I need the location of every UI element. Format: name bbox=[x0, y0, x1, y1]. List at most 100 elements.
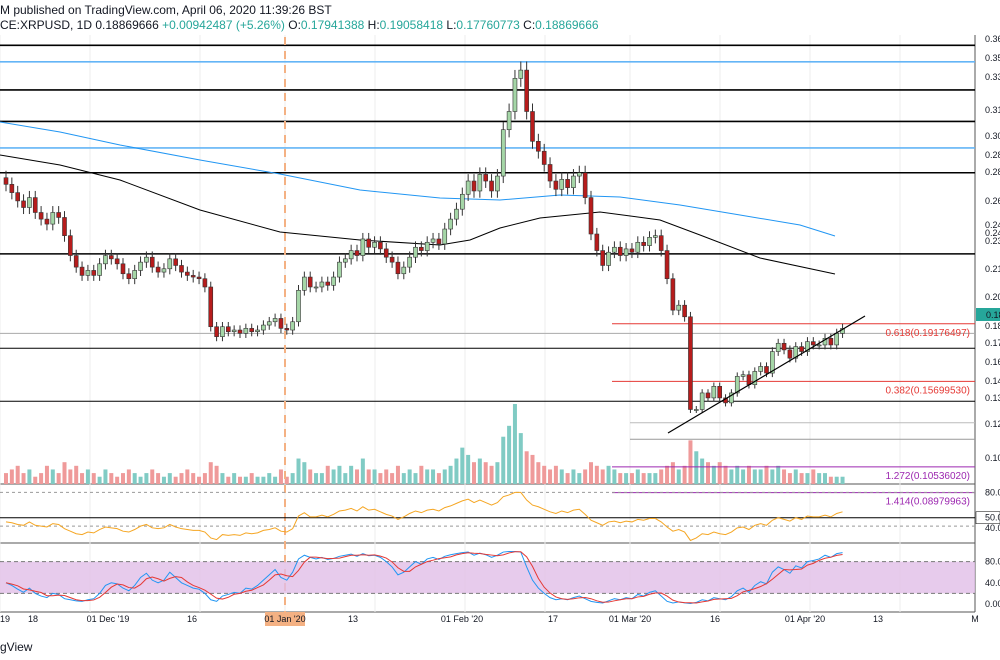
price-tick-label: 0.33 bbox=[985, 72, 1000, 82]
volume-bar bbox=[15, 465, 20, 484]
volume-bar bbox=[319, 473, 324, 484]
candle-body bbox=[606, 251, 611, 266]
volume-bar bbox=[220, 473, 225, 484]
candle-body bbox=[729, 392, 734, 404]
candle-body bbox=[524, 69, 529, 112]
candle-body bbox=[594, 233, 600, 251]
volume-bar bbox=[489, 465, 494, 484]
candle-body bbox=[740, 374, 746, 377]
candle-body bbox=[506, 111, 512, 131]
candle-body bbox=[688, 316, 693, 410]
high-value: 0.19058418 bbox=[379, 18, 444, 32]
volume-bar bbox=[56, 473, 61, 484]
volume-bar bbox=[44, 465, 49, 484]
volume-bar bbox=[390, 473, 395, 484]
volume-bar bbox=[770, 469, 775, 484]
volume-bar bbox=[442, 469, 447, 484]
volume-bar bbox=[676, 469, 681, 484]
volume-bar bbox=[226, 476, 231, 484]
volume-bar bbox=[296, 458, 301, 484]
volume-bar bbox=[202, 473, 207, 484]
volume-bar bbox=[571, 469, 576, 484]
candle-body bbox=[617, 246, 623, 256]
candle-body bbox=[120, 263, 126, 275]
volume-bar bbox=[688, 440, 693, 484]
volume-bar bbox=[583, 469, 588, 484]
fib-level-label: 0.382(0.15699530) bbox=[885, 385, 970, 396]
candle-body bbox=[448, 218, 453, 230]
volume-bar bbox=[466, 454, 471, 484]
volume-bar bbox=[823, 473, 827, 484]
price-tick-label: 0.14 bbox=[985, 376, 1000, 386]
rsi-line bbox=[5, 491, 843, 542]
candle-body bbox=[73, 255, 79, 268]
volume-bar bbox=[518, 433, 523, 484]
candle-body bbox=[413, 246, 418, 258]
price-tick-label: 0.18 bbox=[985, 321, 1000, 331]
volume-bar bbox=[735, 465, 740, 484]
candle-body bbox=[302, 276, 307, 291]
price-tick-label: 0.30 bbox=[985, 131, 1000, 141]
candle-body bbox=[799, 346, 804, 352]
volume-bar bbox=[600, 469, 605, 484]
volume-bar bbox=[793, 469, 798, 484]
candle-body bbox=[699, 392, 705, 410]
volume-bar bbox=[717, 462, 722, 484]
x-tick-label: 01 Mar '20 bbox=[609, 614, 651, 624]
candle-body bbox=[600, 250, 606, 266]
candle-body bbox=[424, 241, 430, 251]
candle-body bbox=[483, 174, 489, 182]
candle-body bbox=[378, 241, 383, 250]
stoch-k-line bbox=[5, 551, 843, 604]
candle-body bbox=[337, 261, 342, 278]
volume-bar bbox=[565, 473, 570, 484]
volume-bar bbox=[501, 436, 506, 484]
stoch-tick-label: 80.00 bbox=[985, 557, 1000, 567]
candle-body bbox=[331, 276, 336, 286]
candle-body bbox=[682, 304, 687, 318]
x-tick-label: 13 bbox=[348, 614, 358, 624]
volume-bar bbox=[21, 473, 26, 484]
price-tick-label: 0.36 bbox=[985, 34, 1000, 44]
candle-body bbox=[231, 329, 237, 332]
x-tick-label: M bbox=[971, 614, 979, 624]
volume-bar bbox=[27, 469, 32, 484]
candle-body bbox=[372, 241, 377, 248]
volume-bar bbox=[97, 476, 102, 484]
candle-body bbox=[220, 326, 225, 337]
candle-body bbox=[582, 172, 588, 198]
volume-bar bbox=[647, 473, 652, 484]
x-tick-label: 01 Apr '20 bbox=[785, 614, 825, 624]
volume-bar bbox=[606, 465, 611, 484]
candle-body bbox=[179, 265, 184, 273]
volume-bar bbox=[524, 451, 529, 484]
price-tick-label: 0.12 bbox=[985, 419, 1000, 429]
volume-bar bbox=[349, 465, 354, 484]
volume-bar bbox=[536, 462, 541, 484]
volume-bar bbox=[121, 473, 125, 484]
candle-body bbox=[653, 235, 658, 238]
ma-200-line bbox=[0, 121, 836, 237]
candle-body bbox=[307, 276, 313, 288]
candle-body bbox=[541, 150, 547, 165]
candle-body bbox=[436, 238, 442, 245]
price-tick-label: 0.20 bbox=[985, 292, 1000, 302]
price-tick-label: 0.35 bbox=[985, 53, 1000, 63]
fib-level-label: 1.414(0.08979963) bbox=[885, 497, 970, 508]
candle-body bbox=[793, 346, 799, 359]
candle-body bbox=[313, 286, 319, 289]
volume-bar bbox=[811, 469, 816, 484]
volume-bar bbox=[589, 462, 593, 484]
volume-bar bbox=[173, 476, 178, 484]
volume-bar bbox=[360, 458, 365, 484]
fib-level-label: 0.618(0.19176497) bbox=[885, 328, 970, 339]
candle-body bbox=[208, 286, 214, 328]
price-tick-label: 0.28 bbox=[985, 167, 1000, 177]
x-tick-label: 01 Jan '20 bbox=[264, 614, 305, 624]
price-tick-label: 0.24 bbox=[985, 228, 1000, 238]
volume-bar bbox=[366, 469, 371, 484]
x-tick-label: 13 bbox=[873, 614, 883, 624]
candle-body bbox=[635, 241, 641, 253]
candle-body bbox=[360, 238, 366, 256]
price-chart[interactable]: 0.618(0.19176497) 0.382(0.15699530) 1.272(… bbox=[0, 0, 1000, 640]
